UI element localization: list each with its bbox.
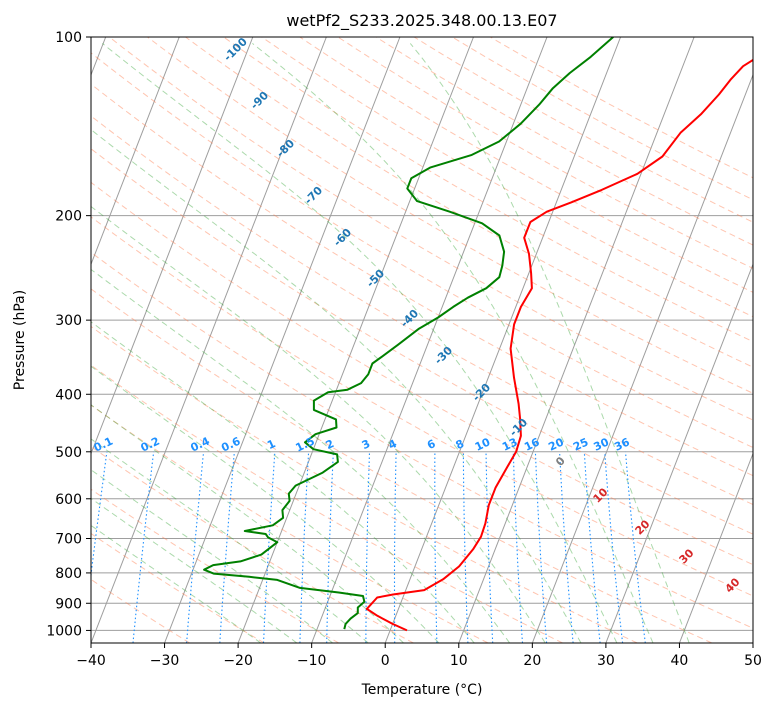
isotherm-line bbox=[164, 37, 401, 643]
dry-adiabat-line bbox=[91, 216, 753, 597]
x-tick-label: 50 bbox=[744, 653, 762, 669]
dry-adiabat-line bbox=[91, 115, 753, 506]
x-axis-label: Temperature (°C) bbox=[361, 682, 483, 698]
dry-adiabat-line bbox=[91, 288, 713, 643]
moist-adiabat-line bbox=[252, 43, 654, 643]
dry-adiabat-line bbox=[261, 37, 753, 318]
moist-adiabat-line bbox=[91, 497, 298, 643]
sounding-lines bbox=[203, 37, 753, 632]
dry-adiabat-line bbox=[91, 83, 753, 477]
mixing-ratio-label: 13 bbox=[500, 435, 519, 453]
x-axis-ticks: −40 −30 −20 −10 0 10 20 30 40 50 bbox=[76, 643, 762, 669]
mixing-ratio-line bbox=[604, 451, 624, 643]
mixing-ratio-lines bbox=[91, 451, 646, 643]
moist-adiabat-line bbox=[91, 205, 546, 643]
dry-adiabat-line bbox=[91, 148, 753, 535]
isotherm-line bbox=[91, 37, 180, 266]
dry-adiabat-line bbox=[375, 37, 753, 246]
dry-adiabat-line bbox=[299, 37, 753, 293]
x-tick-label: 20 bbox=[523, 653, 541, 669]
x-tick-label: 40 bbox=[671, 653, 689, 669]
y-tick-label: 500 bbox=[55, 445, 82, 461]
mixing-ratio-label: 25 bbox=[571, 435, 590, 453]
moist-adiabat-line bbox=[91, 321, 475, 643]
mixing-ratio-label: 20 bbox=[546, 435, 566, 453]
mixing-ratio-line bbox=[132, 451, 155, 643]
y-axis-label: Pressure (hPa) bbox=[12, 290, 28, 390]
y-tick-label: 200 bbox=[55, 209, 82, 225]
y-tick-label: 1000 bbox=[46, 623, 82, 639]
dry-adiabat-line bbox=[490, 37, 753, 179]
mixing-ratio-label: 30 bbox=[592, 435, 612, 453]
moist-adiabat-line bbox=[102, 43, 618, 643]
y-tick-label: 400 bbox=[55, 387, 82, 403]
mixing-ratio-line bbox=[624, 451, 646, 643]
y-tick-label: 600 bbox=[55, 492, 82, 508]
dry-adiabat-line bbox=[223, 37, 753, 343]
dry-adiabat-line bbox=[91, 181, 753, 566]
mixing-ratio-label: 16 bbox=[522, 435, 542, 453]
y-tick-label: 700 bbox=[55, 532, 82, 548]
moist-adiabat-line bbox=[409, 43, 690, 643]
isotherm-line bbox=[605, 262, 753, 643]
temperature-line bbox=[365, 58, 753, 632]
dry-adiabat-line bbox=[108, 37, 753, 421]
isotherm-line bbox=[678, 452, 753, 643]
x-tick-label: 10 bbox=[450, 653, 468, 669]
isobar-gridlines bbox=[91, 37, 753, 631]
moist-adiabat-line bbox=[91, 469, 333, 643]
x-tick-label: −20 bbox=[223, 653, 253, 669]
x-tick-label: 30 bbox=[597, 653, 615, 669]
x-tick-label: −10 bbox=[297, 653, 327, 669]
plot-frame bbox=[90, 36, 754, 644]
mixing-ratio-label: 36 bbox=[612, 435, 632, 453]
moist-adiabat-line bbox=[91, 128, 582, 643]
isotherm-line bbox=[531, 73, 753, 643]
moist-adiabats bbox=[91, 43, 690, 643]
isotherm-line bbox=[311, 37, 548, 643]
y-tick-label: 800 bbox=[55, 566, 82, 582]
moist-adiabat-line bbox=[91, 268, 511, 643]
dry-adiabat-line bbox=[91, 52, 753, 449]
y-tick-label: 900 bbox=[55, 596, 82, 612]
dewpoint-line bbox=[203, 37, 614, 630]
chart-title: wetPf2_S233.2025.348.00.13.E07 bbox=[286, 11, 557, 31]
mixing-ratio-line bbox=[91, 451, 108, 580]
dry-adiabat-line bbox=[147, 37, 753, 394]
dry-adiabat-line bbox=[91, 445, 414, 643]
dry-adiabat-line bbox=[185, 37, 753, 368]
dry-adiabat-line bbox=[451, 37, 753, 201]
plot-area bbox=[91, 37, 753, 643]
isotherm-line bbox=[91, 37, 254, 456]
isotherm-gridlines bbox=[91, 37, 753, 643]
moist-adiabat-line bbox=[91, 404, 404, 643]
y-tick-label: 300 bbox=[55, 313, 82, 329]
moist-adiabat-line bbox=[91, 524, 262, 643]
x-tick-label: −40 bbox=[76, 653, 106, 669]
isotherm-line bbox=[458, 37, 695, 643]
dry-adiabat-line bbox=[413, 37, 753, 223]
isotherm-line bbox=[384, 37, 622, 643]
mixing-ratio-line bbox=[583, 451, 601, 643]
isotherm-line bbox=[91, 37, 327, 643]
y-axis-ticks: 100 200 300 400 500 600 700 800 900 1000 bbox=[46, 30, 91, 639]
x-tick-label: 0 bbox=[381, 653, 390, 669]
x-tick-label: −30 bbox=[150, 653, 180, 669]
y-tick-label: 100 bbox=[55, 30, 82, 46]
dry-adiabat-line bbox=[91, 325, 638, 643]
isotherm-line bbox=[752, 641, 753, 643]
mixing-ratio-label: 10 bbox=[473, 435, 493, 453]
